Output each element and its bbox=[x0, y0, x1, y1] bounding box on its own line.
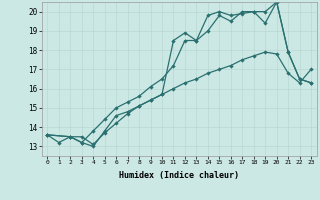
X-axis label: Humidex (Indice chaleur): Humidex (Indice chaleur) bbox=[119, 171, 239, 180]
